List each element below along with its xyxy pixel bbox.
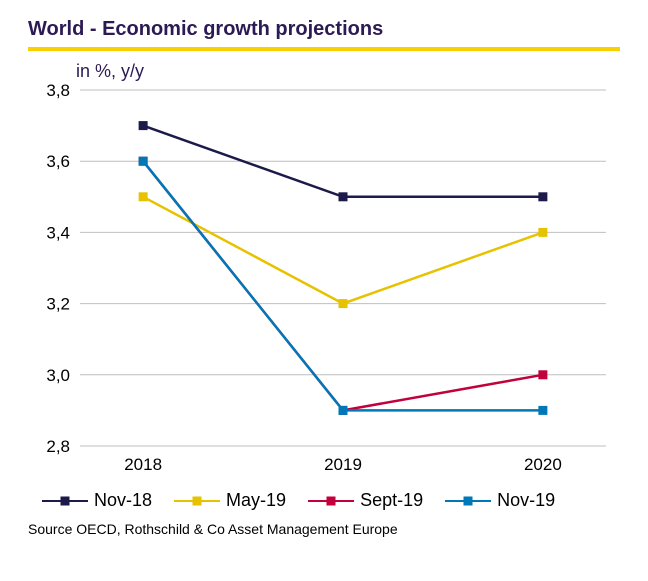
legend-label: Nov-19 [497,490,555,511]
legend-label: Sept-19 [360,490,423,511]
legend-item: Sept-19 [308,490,423,511]
svg-text:2018: 2018 [124,455,162,474]
legend-item: Nov-19 [445,490,555,511]
legend-swatch [42,495,88,507]
title-rule [28,47,620,51]
chart-plot: 2,8 3,0 3,2 3,4 3,6 3,8 2018 2019 2020 [28,84,620,476]
svg-text:3,8: 3,8 [46,84,70,100]
chart-legend: Nov-18 May-19 Sept-19 Nov-19 [42,490,620,511]
chart-title: World - Economic growth projections [28,18,620,41]
legend-label: May-19 [226,490,286,511]
svg-text:3,6: 3,6 [46,152,70,171]
chart-subtitle: in %, y/y [76,61,620,82]
svg-text:2,8: 2,8 [46,437,70,456]
svg-text:2019: 2019 [324,455,362,474]
chart-card: World - Economic growth projections in %… [0,0,648,581]
legend-swatch [308,495,354,507]
svg-text:2020: 2020 [524,455,562,474]
legend-item: May-19 [174,490,286,511]
svg-text:3,4: 3,4 [46,223,70,242]
svg-text:3,0: 3,0 [46,366,70,385]
svg-text:3,2: 3,2 [46,295,70,314]
legend-label: Nov-18 [94,490,152,511]
legend-item: Nov-18 [42,490,152,511]
legend-swatch [174,495,220,507]
legend-swatch [445,495,491,507]
chart-source: Source OECD, Rothschild & Co Asset Manag… [28,521,620,537]
